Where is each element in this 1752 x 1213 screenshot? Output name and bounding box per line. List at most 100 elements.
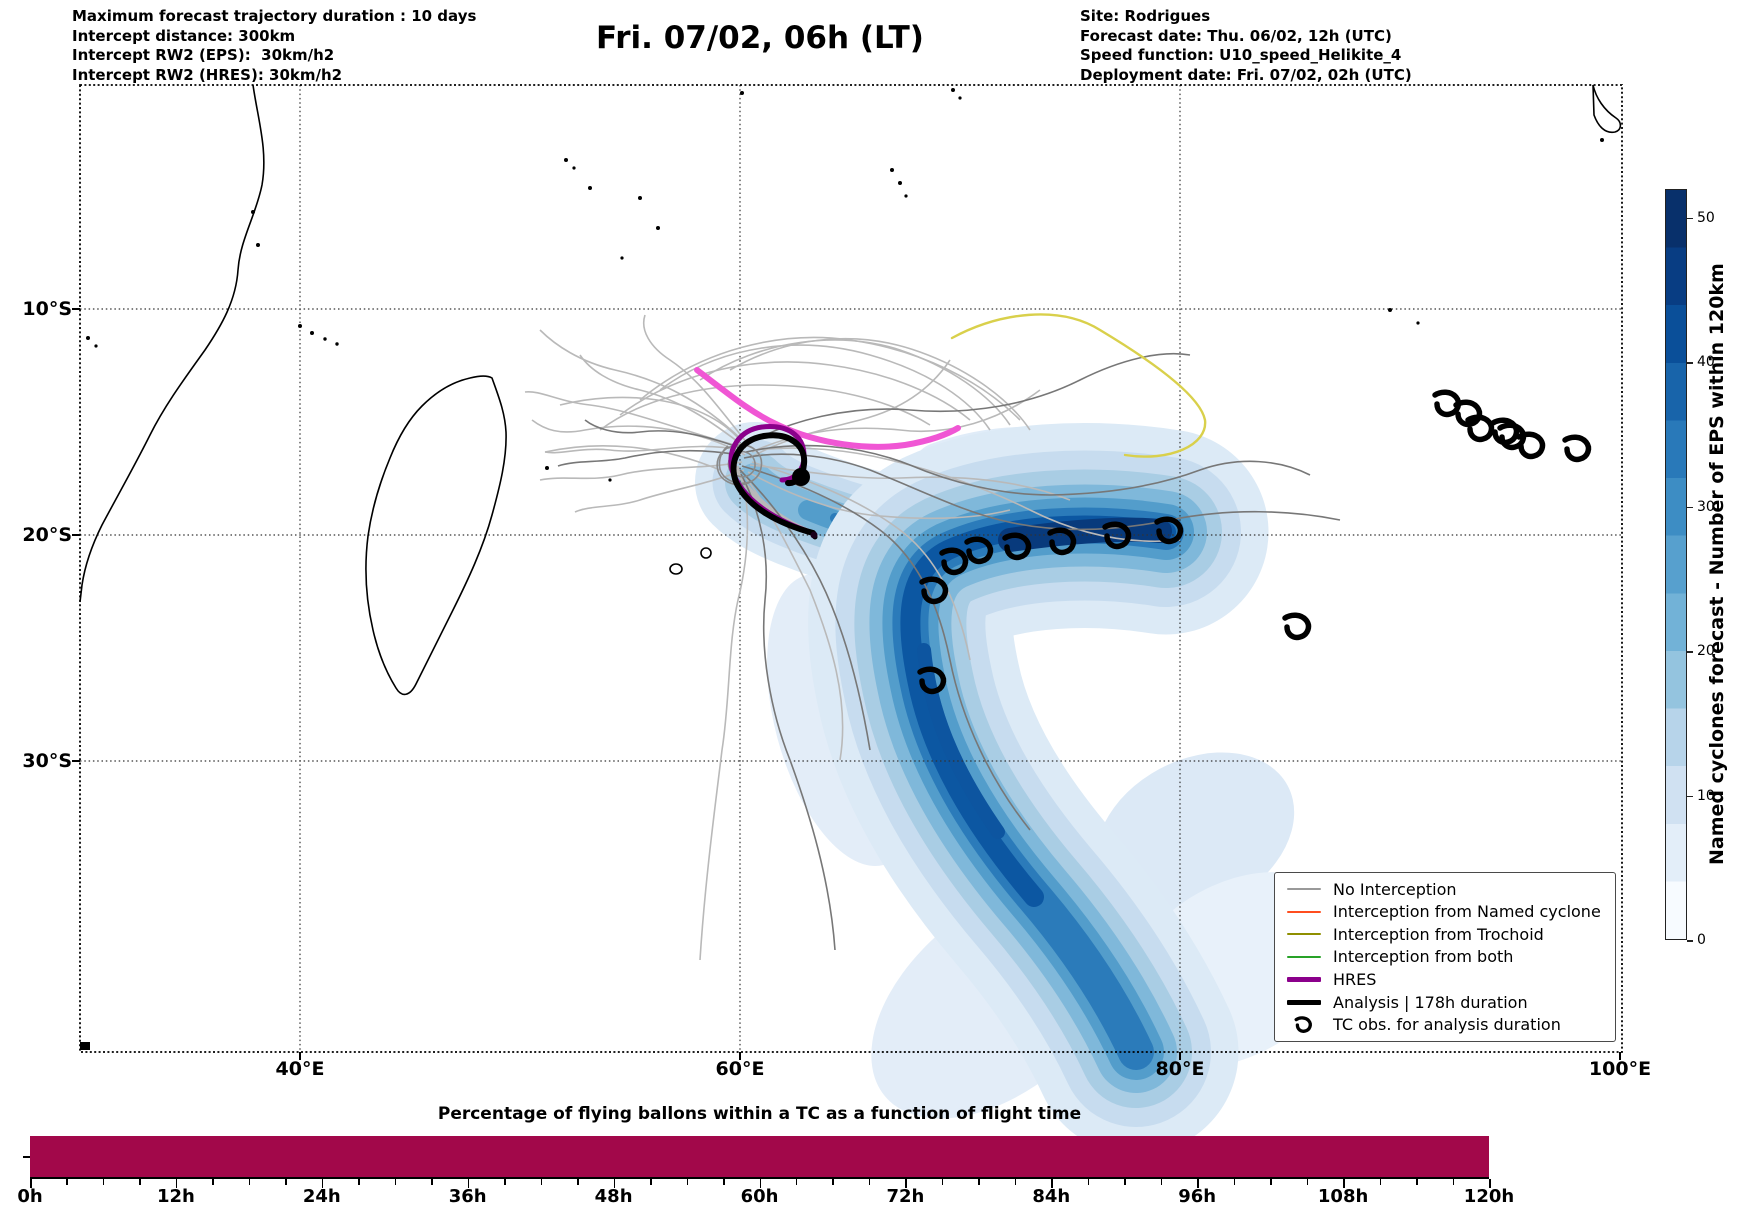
bar-minor-tick (577, 1179, 579, 1185)
legend-row: Interception from Trochoid (1287, 924, 1607, 945)
lat-tick-label: 20°S (22, 524, 72, 546)
legend-row: Interception from Named cyclone (1287, 901, 1607, 922)
bar-minor-tick (540, 1179, 543, 1185)
bar-tick-label: 120h (1463, 1186, 1515, 1207)
bar-major-tick (321, 1179, 324, 1188)
ensemble-trajectories-dark (557, 352, 1341, 951)
tc-obs-icon (1565, 437, 1588, 459)
bar-major-tick (1489, 1179, 1491, 1188)
eps-density-plume (695, 422, 1351, 1155)
header-info-line: Intercept RW2 (EPS): 30km/h2 (72, 46, 335, 64)
bar-major-tick (1343, 1179, 1345, 1188)
header-info-line: Forecast date: Thu. 06/02, 12h (UTC) (1080, 26, 1392, 45)
bar-minor-tick (1452, 1179, 1455, 1185)
colorbar-tick-label: 40 (1697, 354, 1715, 371)
header-info-line: Site: Rodrigues (1080, 7, 1211, 25)
bar-major-tick (613, 1179, 616, 1188)
bar-tick-label: 36h (448, 1186, 487, 1207)
colorbar-tick (1687, 217, 1693, 220)
legend-row: No Interception (1287, 879, 1607, 900)
legend-label: HRES (1333, 970, 1377, 990)
special-tracks (694, 313, 1207, 539)
bar-minor-tick (394, 1179, 397, 1185)
bar-tick-label: 60h (740, 1186, 779, 1207)
legend-label: No Interception (1333, 879, 1457, 899)
colorbar-tick (1687, 362, 1693, 364)
legend-label: TC obs. for analysis duration (1333, 1015, 1561, 1035)
header-info-line: Maximum forecast trajectory duration : 1… (72, 7, 477, 25)
bar-minor-tick (686, 1179, 689, 1185)
bar-chart-bar (30, 1136, 1489, 1177)
magenta-track (694, 367, 961, 450)
bar-minor-tick (868, 1179, 871, 1185)
colorbar-label: Named cyclones forecast - Number of EPS … (1706, 263, 1728, 866)
lon-tick-label: 40°E (275, 1058, 325, 1080)
bar-tick-label: 108h (1317, 1186, 1369, 1207)
bar-minor-tick (1416, 1179, 1418, 1185)
bar-minor-tick (1124, 1179, 1126, 1185)
graticule (80, 85, 1622, 1052)
bar-minor-tick (832, 1179, 834, 1185)
lon-tick-label: 60°E (715, 1058, 765, 1080)
colorbar-tick-label: 50 (1697, 209, 1715, 226)
bar-minor-tick (504, 1179, 506, 1185)
bar-chart-title: Percentage of flying ballons within a TC… (437, 1104, 1082, 1124)
lat-tick-label: 30°S (22, 750, 72, 772)
bar-minor-tick (248, 1179, 251, 1185)
bar-minor-tick (66, 1179, 68, 1185)
colorbar-tick-label: 10 (1697, 787, 1715, 804)
legend-row: TC obs. for analysis duration (1287, 1014, 1607, 1035)
legend-line-swatch (1287, 955, 1321, 958)
legend-label: Analysis | 178h duration (1333, 992, 1528, 1012)
bar-major-tick (1197, 1179, 1199, 1188)
lat-tick-label: 10°S (22, 298, 72, 320)
bar-minor-tick (723, 1179, 725, 1185)
bar-minor-tick (1306, 1179, 1309, 1185)
trochoid-track (950, 313, 1207, 458)
bar-chart-axis (30, 1177, 1489, 1179)
bar-minor-tick (212, 1179, 214, 1185)
lon-tick-label: 80°E (1155, 1058, 1205, 1080)
bar-tick-label: 12h (156, 1186, 195, 1207)
bar-minor-tick (1087, 1179, 1090, 1185)
small-islands (80, 88, 1604, 1050)
coastlines (79, 84, 1622, 1050)
legend-line-swatch (1287, 888, 1321, 891)
bar-tick-label: 24h (302, 1186, 341, 1207)
tc-obs-icon (1285, 615, 1308, 637)
bar-tick-label: 72h (886, 1186, 925, 1207)
header-info-line: Deployment date: Fri. 07/02, 02h (UTC) (1080, 65, 1412, 84)
colorbar-tick-label: 20 (1697, 643, 1715, 660)
bar-major-tick (467, 1179, 470, 1188)
bar-minor-tick (1014, 1179, 1017, 1185)
bar-minor-tick (358, 1179, 360, 1185)
bar-minor-tick (1379, 1179, 1382, 1185)
bar-major-tick (905, 1179, 907, 1188)
header-info-line: Intercept distance: 300km (72, 26, 296, 45)
colorbar-tick (1687, 651, 1693, 653)
legend-row: HRES (1287, 969, 1607, 990)
colorbar-tick (1687, 506, 1693, 509)
legend-line-swatch (1287, 910, 1321, 913)
bar-minor-tick (650, 1179, 652, 1185)
bar-minor-tick (795, 1179, 798, 1185)
bar-major-tick (30, 1179, 32, 1188)
tc-obs-icon (1287, 1014, 1321, 1036)
bar-minor-tick (139, 1179, 141, 1185)
bar-minor-tick (978, 1179, 980, 1185)
bar-tick-label: 84h (1032, 1186, 1071, 1207)
bar-major-tick (175, 1179, 178, 1188)
header-info-line: Speed function: U10_speed_Helikite_4 (1080, 46, 1402, 64)
bar-major-tick (759, 1179, 761, 1188)
bar-minor-tick (1160, 1179, 1163, 1185)
bar-tick-label: 0h (17, 1186, 43, 1207)
legend-line-swatch (1287, 999, 1321, 1005)
bar-minor-tick (102, 1179, 105, 1185)
bar-chart-ytick (23, 1156, 30, 1158)
legend-label: Interception from Trochoid (1333, 924, 1544, 944)
map-legend: No Interception Interception from Named c… (1274, 872, 1616, 1042)
legend-line-swatch (1287, 933, 1321, 936)
legend-line-swatch (1287, 977, 1321, 983)
